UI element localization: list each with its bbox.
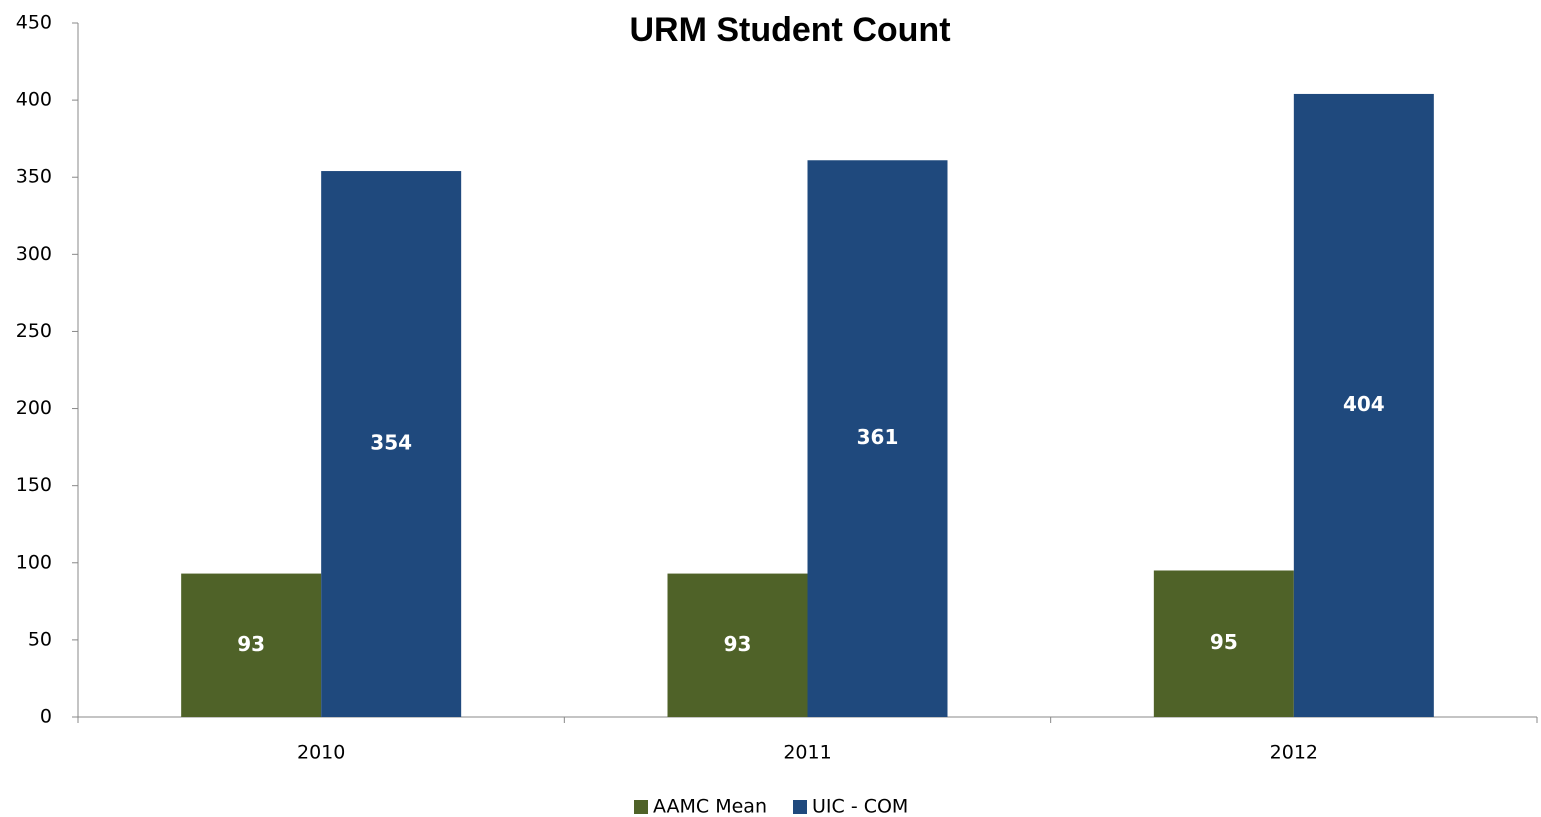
- data-label: 93: [724, 632, 752, 656]
- x-tick-label: 2010: [297, 742, 345, 764]
- bar: [181, 573, 322, 717]
- y-tick-label: 250: [16, 320, 52, 342]
- data-label: 361: [857, 425, 899, 449]
- bar: [321, 171, 462, 717]
- y-tick-label: 300: [16, 243, 52, 265]
- x-tick-label: 2012: [1270, 742, 1318, 764]
- y-tick-label: 50: [28, 628, 52, 650]
- legend-label: AAMC Mean: [653, 796, 767, 817]
- legend-label: UIC - COM: [812, 796, 908, 817]
- data-label: 93: [237, 632, 265, 656]
- data-label: 95: [1210, 630, 1238, 654]
- data-label: 404: [1343, 392, 1385, 416]
- y-tick-label: 0: [40, 706, 52, 728]
- y-tick-label: 100: [16, 551, 52, 573]
- bar: [1293, 93, 1434, 718]
- legend-swatch: [793, 800, 807, 814]
- y-tick-label: 150: [16, 474, 52, 496]
- y-tick-label: 400: [16, 89, 52, 111]
- y-tick-label: 450: [16, 12, 52, 34]
- legend-swatch: [634, 800, 648, 814]
- y-tick-label: 200: [16, 397, 52, 419]
- bar: [1153, 570, 1294, 717]
- data-label: 354: [370, 431, 412, 455]
- chart-title: URM Student Count: [629, 11, 950, 49]
- bar: [667, 573, 808, 717]
- y-tick-label: 350: [16, 166, 52, 188]
- x-tick-label: 2011: [783, 742, 831, 764]
- bar: [807, 160, 948, 717]
